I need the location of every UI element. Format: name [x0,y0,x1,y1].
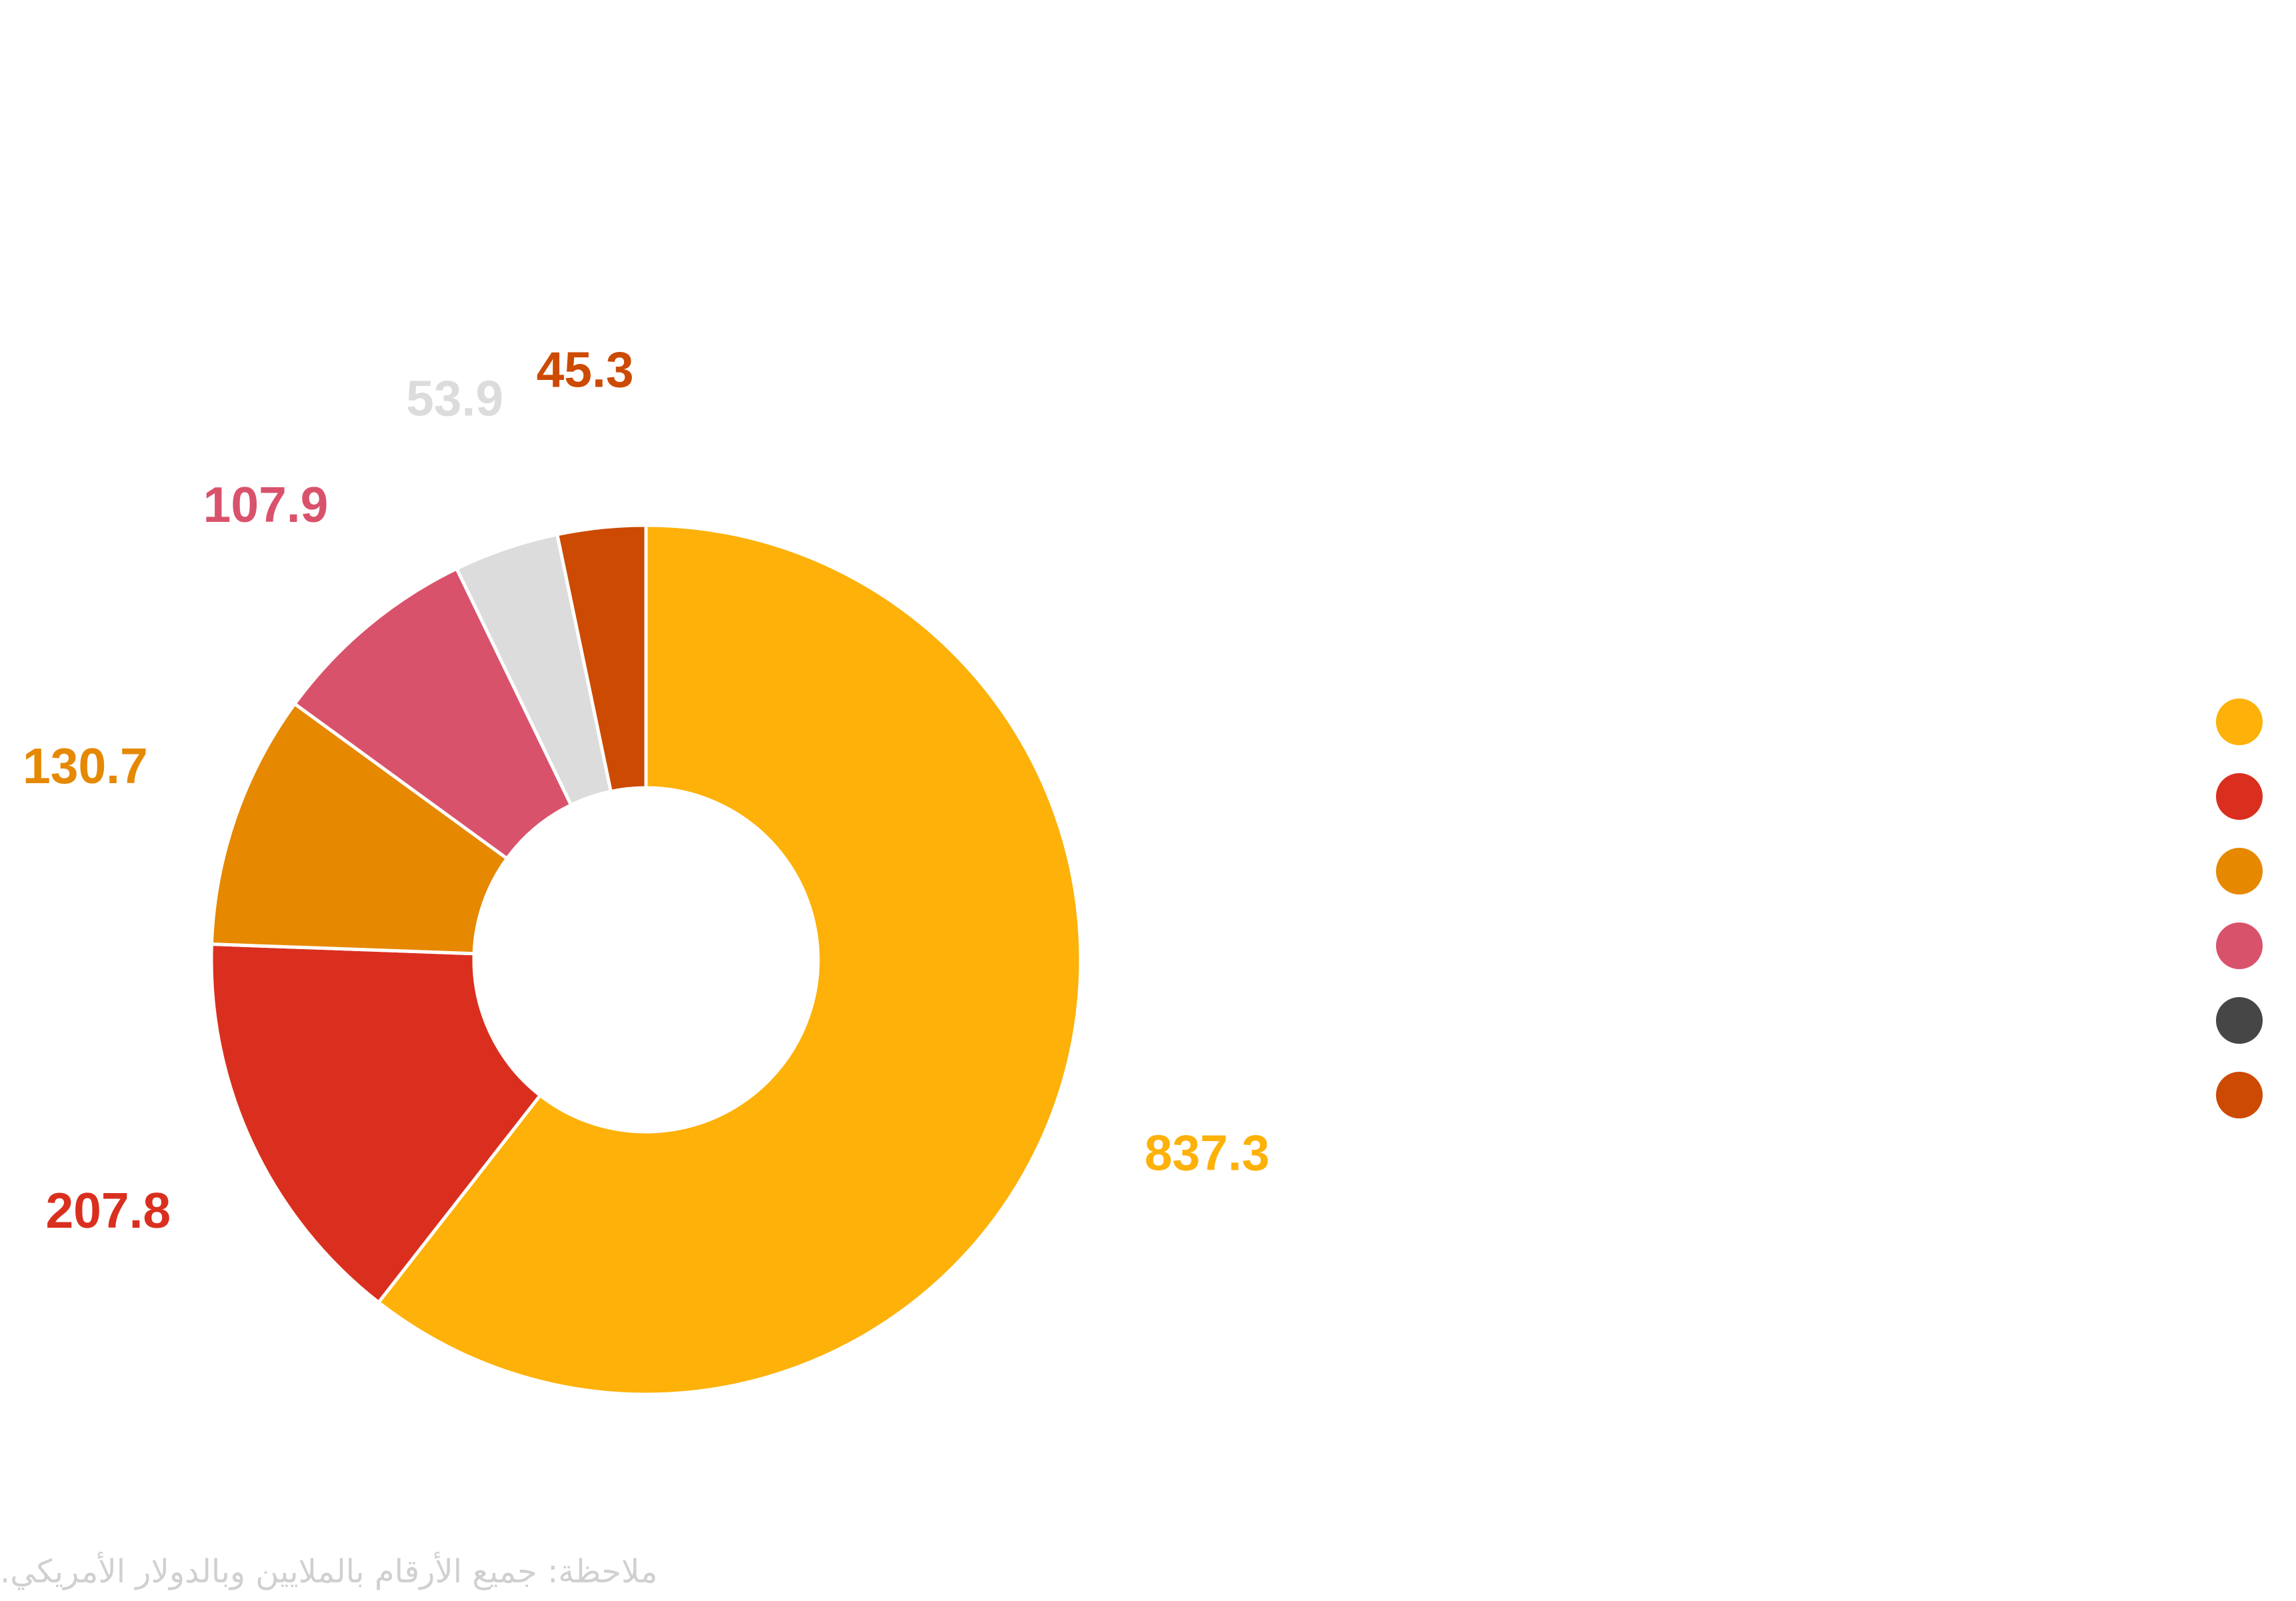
legend-item [2203,1072,2296,1146]
donut-slice [209,942,542,1304]
chart-note: ملاحظة: جميع الأرقام بالملايين وبالدولار… [0,1553,658,1590]
donut-slice [377,523,1083,1396]
legend-item [2203,848,2296,922]
slice-value-label: 130.7 [23,738,148,794]
legend-swatch [2216,848,2263,894]
legend-item [2203,922,2296,997]
legend-swatch [2216,997,2263,1044]
donut-slice [293,567,573,860]
legend-swatch [2216,773,2263,820]
legend-swatch [2216,1072,2263,1118]
slice-value-label: 837.3 [1145,1125,1270,1181]
legend-swatch [2216,699,2263,745]
slice-value-label: 107.9 [203,477,329,533]
legend-item [2203,997,2296,1072]
donut-slice [209,702,509,956]
slice-value-label: 207.8 [45,1182,171,1238]
legend-item [2203,773,2296,848]
legend [2203,699,2296,1146]
legend-item [2203,699,2296,773]
slice-value-label: 53.9 [406,371,503,427]
legend-swatch [2216,922,2263,969]
slice-value-label: 45.3 [537,342,634,398]
donut-slice [555,523,648,793]
